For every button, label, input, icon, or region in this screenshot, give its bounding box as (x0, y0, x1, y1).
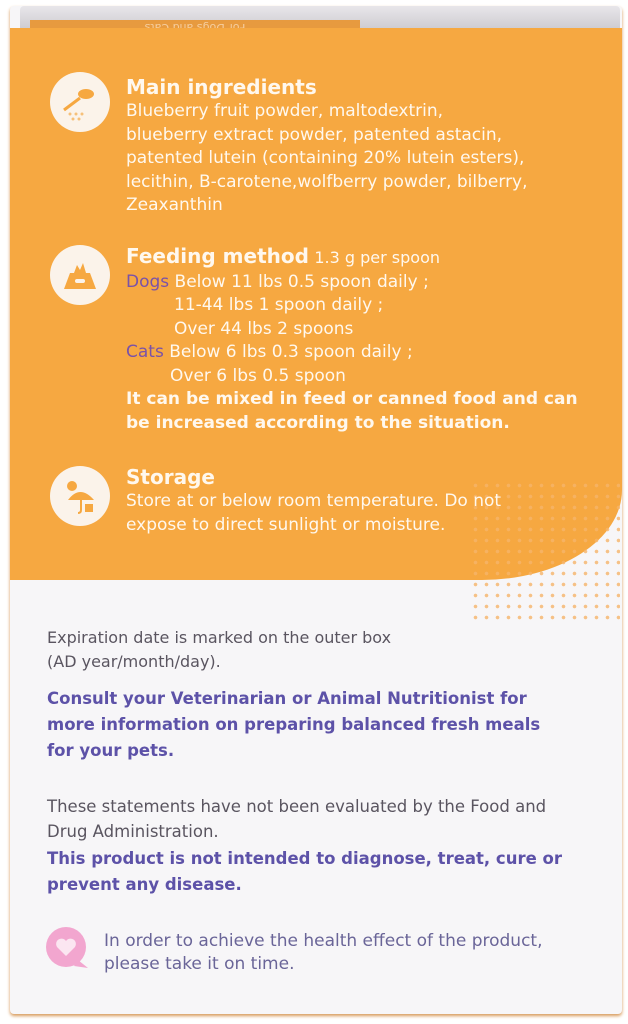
consult-line: Consult your Veterinarian or Animal Nutr… (47, 689, 527, 708)
disclaimer-line: This product is not intended to diagnose… (47, 849, 563, 868)
cats-dose: Below 6 lbs 0.3 spoon daily ; (169, 342, 413, 362)
dogs-label: Dogs (126, 271, 170, 292)
ingredients-line: lecithin, B-carotene,wolfberry powder, b… (126, 171, 528, 192)
heart-speech-bubble-icon (44, 926, 92, 976)
dogs-dose: Over 44 lbs 2 spoons (174, 318, 354, 339)
storage-line: expose to direct sunlight or moisture. (126, 514, 446, 535)
ingredients-line: Zeaxanthin (126, 195, 223, 215)
feeding-section: Feeding method 1.3 g per spoon Dogs Belo… (126, 243, 578, 435)
sun-umbrella-icon (50, 466, 110, 526)
ingredients-line: patented lutein (containing 20% lutein e… (126, 148, 525, 168)
storage-section: Storage Store at or below room temperatu… (126, 464, 501, 537)
cats-label: Cats (126, 342, 164, 362)
ingredients-line: Blueberry fruit powder, maltodextrin, (126, 101, 444, 121)
feeding-note: It can be mixed in feed or canned food a… (126, 389, 578, 409)
reminder-line: In order to achieve the health effect of… (104, 931, 543, 951)
disclaimer-line: prevent any disease. (47, 875, 242, 894)
fda-line: These statements have not been evaluated… (47, 797, 547, 816)
spoon-powder-icon (50, 72, 110, 132)
expiration-text: Expiration date is marked on the outer b… (47, 626, 391, 674)
storage-line: Store at or below room temperature. Do n… (126, 491, 502, 511)
consult-line: for your pets. (47, 741, 175, 760)
ingredients-section: Main ingredients Blueberry fruit powder,… (126, 74, 528, 218)
ingredients-title: Main ingredients (126, 75, 317, 99)
dogs-dose: Below 11 lbs 0.5 spoon daily ; (174, 271, 429, 292)
consult-text: Consult your Veterinarian or Animal Nutr… (47, 686, 540, 764)
dot-pattern (470, 480, 620, 620)
feeding-title: Feeding method (126, 244, 309, 268)
disclaimer-text: This product is not intended to diagnose… (47, 846, 562, 898)
feeding-dose: 1.3 g per spoon (314, 248, 440, 267)
fda-text: These statements have not been evaluated… (47, 794, 546, 844)
expiration-line: Expiration date is marked on the outer b… (47, 628, 392, 647)
ingredients-line: blueberry extract powder, patented astac… (126, 124, 503, 145)
feeding-note: be increased according to the situation. (126, 412, 510, 433)
storage-title: Storage (126, 465, 215, 489)
consult-line: more information on preparing balanced f… (47, 715, 541, 734)
cats-dose: Over 6 lbs 0.5 spoon (170, 365, 346, 386)
reminder-text: In order to achieve the health effect of… (104, 930, 543, 976)
reminder-line: please take it on time. (104, 954, 295, 974)
expiration-line: (AD year/month/day). (47, 652, 221, 671)
dogs-dose: 11-44 lbs 1 spoon daily ; (174, 295, 384, 315)
fda-line: Drug Administration. (47, 822, 219, 841)
food-bowl-icon (50, 245, 110, 305)
